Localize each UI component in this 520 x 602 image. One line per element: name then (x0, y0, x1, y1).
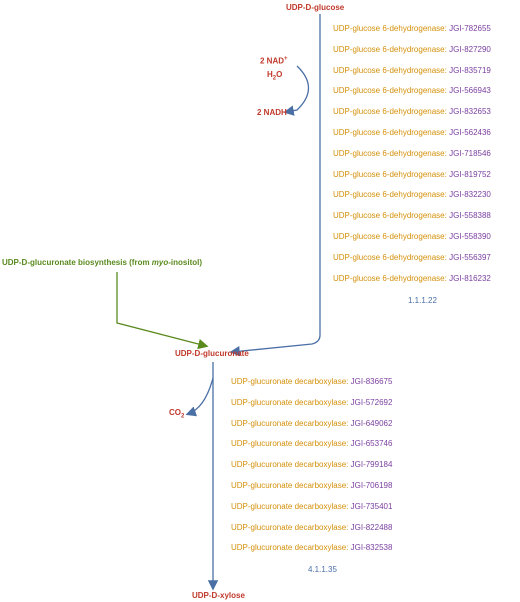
gene-id-link[interactable]: JGI-572692 (350, 397, 393, 407)
gene-id-link[interactable]: JGI-782655 (449, 24, 491, 33)
enzyme-name: UDP-glucuronate decarboxylase: (231, 501, 351, 511)
enzyme-name: UDP-glucose 6-dehydrogenase: (333, 86, 450, 96)
gene-id-link[interactable]: JGI-822488 (350, 522, 393, 532)
enzyme-gene-row[interactable]: UDP-glucose 6-dehydrogenase: JGI-832653 (333, 107, 491, 116)
enzyme-gene-row[interactable]: UDP-glucuronate decarboxylase: JGI-79918… (231, 460, 392, 469)
enzyme-name: UDP-glucose 6-dehydrogenase: (333, 128, 450, 137)
enzyme-gene-row[interactable]: UDP-glucuronate decarboxylase: JGI-70619… (231, 481, 392, 490)
enzyme-gene-row[interactable]: UDP-glucuronate decarboxylase: JGI-83253… (231, 543, 392, 552)
enzyme-name: UDP-glucose 6-dehydrogenase: (333, 107, 450, 117)
enzyme-name: UDP-glucuronate decarboxylase: (231, 397, 351, 407)
gene-id-link[interactable]: JGI-735401 (350, 501, 393, 511)
enzyme-name: UDP-glucuronate decarboxylase: (231, 522, 351, 532)
enzyme-name: UDP-glucuronate decarboxylase: (231, 543, 351, 553)
gene-id-link[interactable]: JGI-835719 (449, 65, 491, 75)
gene-id-link[interactable]: JGI-558388 (449, 211, 491, 221)
enzyme-name: UDP-glucuronate decarboxylase: (231, 460, 351, 470)
step1-ec-number[interactable]: 1.1.1.22 (408, 296, 437, 305)
enzyme-name: UDP-glucose 6-dehydrogenase: (333, 232, 450, 241)
arrow-external-pathway (116, 272, 209, 350)
enzyme-name: UDP-glucose 6-dehydrogenase: (333, 252, 450, 262)
enzyme-name: UDP-glucose 6-dehydrogenase: (333, 169, 450, 179)
gene-id-link[interactable]: JGI-653746 (350, 439, 393, 449)
step2-ec-number[interactable]: 4.1.1.35 (308, 565, 337, 574)
enzyme-gene-row[interactable]: UDP-glucuronate decarboxylase: JGI-57269… (231, 398, 392, 407)
gene-id-link[interactable]: JGI-819752 (449, 169, 491, 179)
gene-id-link[interactable]: JGI-558390 (449, 232, 491, 241)
compound-udp-d-xylose: UDP-D-xylose (192, 591, 245, 600)
gene-id-link[interactable]: JGI-562436 (449, 128, 491, 137)
gene-id-link[interactable]: JGI-556397 (449, 252, 491, 262)
gene-id-link[interactable]: JGI-832538 (350, 543, 393, 553)
side-input-nad: 2 NAD+ (260, 56, 288, 66)
compound-udp-d-glucuronate: UDP-D-glucuronate (175, 349, 249, 358)
gene-id-link[interactable]: JGI-832653 (449, 107, 491, 117)
enzyme-name: UDP-glucose 6-dehydrogenase: (333, 211, 450, 221)
external-pathway-label[interactable]: UDP-D-glucuronate biosynthesis (from myo… (2, 258, 203, 267)
enzyme-gene-row[interactable]: UDP-glucuronate decarboxylase: JGI-83667… (231, 377, 392, 386)
enzyme-name: UDP-glucuronate decarboxylase: (231, 418, 351, 428)
enzyme-gene-row[interactable]: UDP-glucose 6-dehydrogenase: JGI-562436 (333, 128, 491, 137)
enzyme-name: UDP-glucose 6-dehydrogenase: (333, 24, 450, 33)
enzyme-name: UDP-glucose 6-dehydrogenase: (333, 44, 450, 54)
enzyme-name: UDP-glucuronate decarboxylase: (231, 481, 351, 490)
enzyme-gene-row[interactable]: UDP-glucose 6-dehydrogenase: JGI-566943 (333, 86, 491, 95)
side-input-water: H2O (267, 70, 283, 82)
side-output-co2: CO2 (169, 408, 185, 420)
enzyme-gene-row[interactable]: UDP-glucose 6-dehydrogenase: JGI-827290 (333, 45, 491, 54)
arrow-nad-side (283, 65, 310, 116)
gene-id-link[interactable]: JGI-566943 (449, 86, 491, 96)
gene-id-link[interactable]: JGI-649062 (350, 418, 393, 428)
gene-id-link[interactable]: JGI-718546 (449, 148, 491, 158)
enzyme-gene-row[interactable]: UDP-glucose 6-dehydrogenase: JGI-816232 (333, 274, 491, 283)
enzyme-gene-row[interactable]: UDP-glucose 6-dehydrogenase: JGI-718546 (333, 149, 491, 158)
enzyme-gene-row[interactable]: UDP-glucuronate decarboxylase: JGI-65374… (231, 439, 392, 448)
arrow-glucose-to-glucuronate (229, 14, 321, 357)
enzyme-gene-row[interactable]: UDP-glucuronate decarboxylase: JGI-64906… (231, 419, 392, 428)
enzyme-gene-row[interactable]: UDP-glucose 6-dehydrogenase: JGI-558388 (333, 211, 491, 220)
enzyme-name: UDP-glucose 6-dehydrogenase: (333, 148, 450, 158)
gene-id-link[interactable]: JGI-832230 (449, 190, 491, 200)
gene-id-link[interactable]: JGI-827290 (449, 44, 491, 54)
gene-id-link[interactable]: JGI-836675 (350, 377, 393, 386)
enzyme-gene-row[interactable]: UDP-glucuronate decarboxylase: JGI-73540… (231, 502, 392, 511)
arrow-co2-side (185, 377, 214, 417)
enzyme-name: UDP-glucuronate decarboxylase: (231, 439, 351, 449)
enzyme-name: UDP-glucose 6-dehydrogenase: (333, 190, 450, 200)
gene-id-link[interactable]: JGI-706198 (350, 481, 393, 490)
gene-id-link[interactable]: JGI-799184 (350, 460, 393, 470)
side-output-nadh: 2 NADH (257, 108, 287, 117)
enzyme-gene-row[interactable]: UDP-glucose 6-dehydrogenase: JGI-819752 (333, 170, 491, 179)
enzyme-gene-row[interactable]: UDP-glucose 6-dehydrogenase: JGI-558390 (333, 232, 491, 241)
enzyme-name: UDP-glucose 6-dehydrogenase: (333, 273, 450, 283)
enzyme-gene-row[interactable]: UDP-glucose 6-dehydrogenase: JGI-832230 (333, 190, 491, 199)
compound-udp-d-glucose: UDP-D-glucose (286, 3, 345, 12)
gene-id-link[interactable]: JGI-816232 (449, 273, 491, 283)
enzyme-gene-row[interactable]: UDP-glucose 6-dehydrogenase: JGI-782655 (333, 24, 491, 33)
enzyme-name: UDP-glucuronate decarboxylase: (231, 377, 351, 386)
enzyme-gene-row[interactable]: UDP-glucuronate decarboxylase: JGI-82248… (231, 523, 392, 532)
enzyme-gene-row[interactable]: UDP-glucose 6-dehydrogenase: JGI-835719 (333, 66, 491, 75)
enzyme-name: UDP-glucose 6-dehydrogenase: (333, 65, 450, 75)
enzyme-gene-row[interactable]: UDP-glucose 6-dehydrogenase: JGI-556397 (333, 253, 491, 262)
